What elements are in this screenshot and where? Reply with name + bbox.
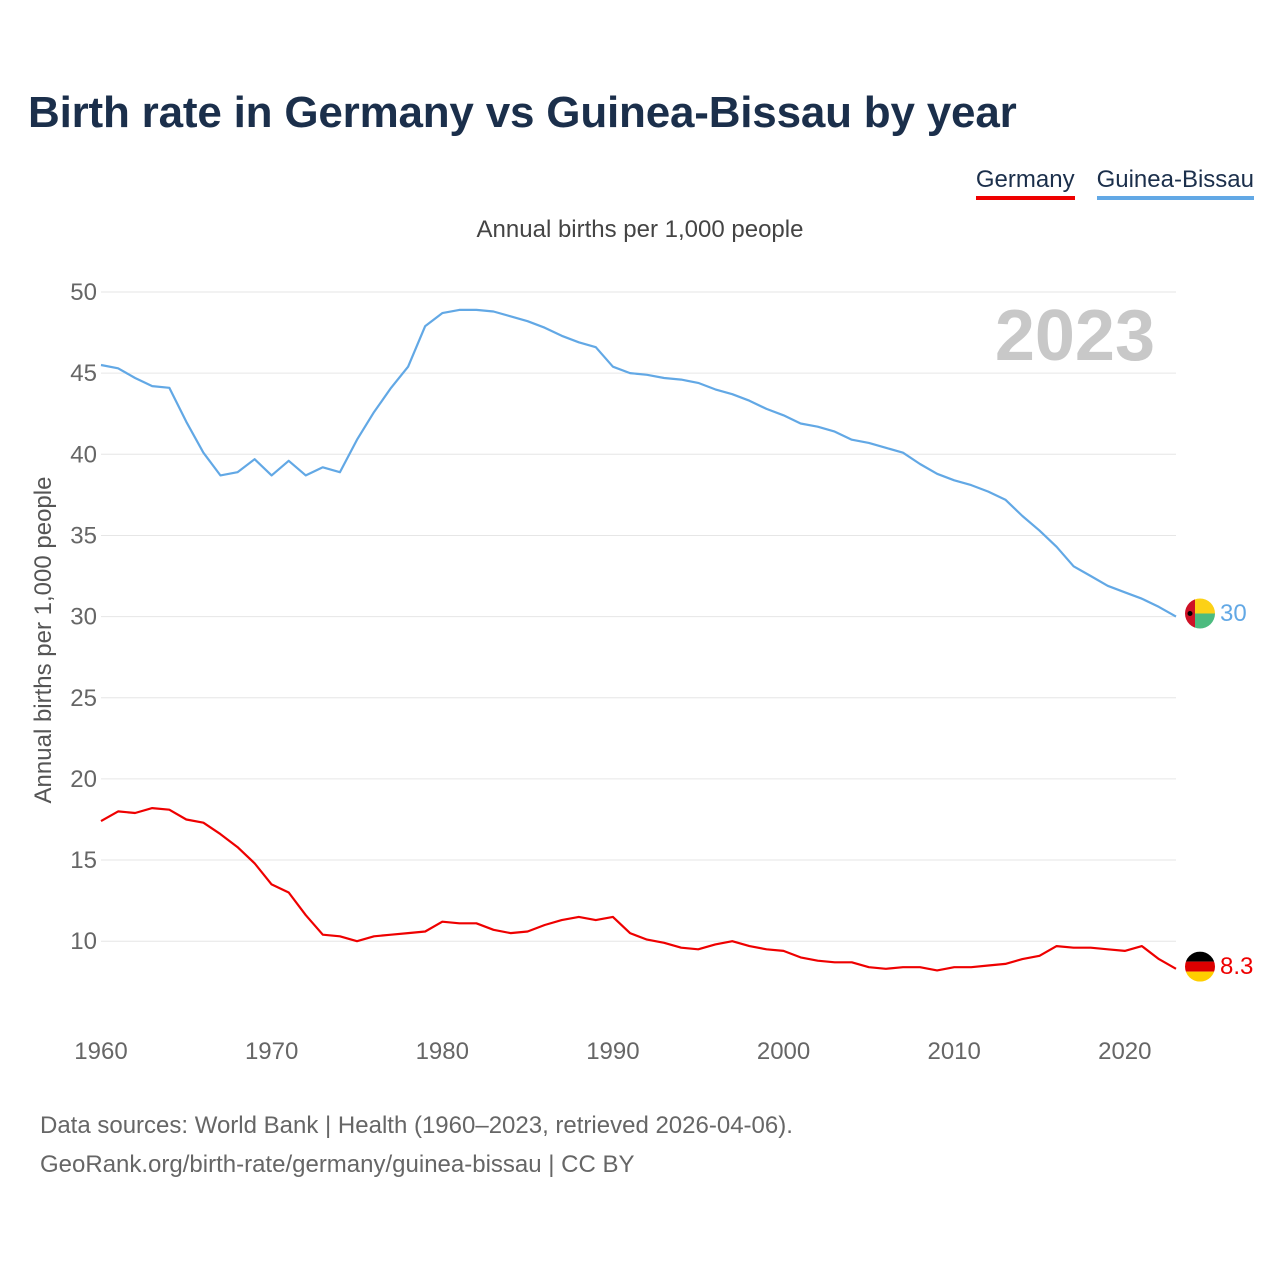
y-tick-label: 15: [70, 847, 97, 874]
series-lines: [100, 308, 1177, 972]
y-tick-label: 20: [70, 766, 97, 793]
y-tick-label: 45: [70, 360, 97, 387]
x-tick-label: 1960: [74, 1038, 127, 1065]
y-tick-label: 30: [70, 604, 97, 631]
x-tick-label: 2010: [927, 1038, 980, 1065]
y-tick-label: 40: [70, 441, 97, 468]
series-line-germany: [100, 806, 1177, 972]
x-axis-ticks: 1960 1970 1980 1990 2000 2010 2020: [74, 1038, 1151, 1065]
y-axis-label: Annual births per 1,000 people: [30, 477, 57, 804]
guinea-bissau-flag-icon: [1185, 598, 1215, 629]
x-tick-label: 1970: [245, 1038, 298, 1065]
y-tick-label: 50: [70, 279, 97, 306]
source-line-2: GeoRank.org/birth-rate/germany/guinea-bi…: [40, 1151, 635, 1178]
x-tick-label: 1980: [416, 1038, 469, 1065]
source-line-1: Data sources: World Bank | Health (1960–…: [40, 1112, 793, 1139]
y-tick-label: 35: [70, 522, 97, 549]
year-label: 2023: [995, 296, 1155, 376]
end-label-guinea-bissau: 30: [1220, 600, 1247, 627]
chart-subtitle: Annual births per 1,000 people: [476, 216, 804, 243]
source-note: Data sources: World Bank | Health (1960–…: [40, 1106, 793, 1184]
legend-item-germany[interactable]: Germany: [975, 166, 1075, 200]
y-tick-label: 10: [70, 928, 97, 955]
chart-title: Birth rate in Germany vs Guinea-Bissau b…: [28, 88, 1017, 137]
grid-lines: [101, 291, 1176, 942]
germany-flag-icon: [1185, 951, 1215, 982]
x-tick-label: 2020: [1098, 1038, 1151, 1065]
y-axis-ticks: 10 15 20 25 30 35 40 45 50: [70, 279, 97, 955]
legend-item-guinea-bissau[interactable]: Guinea-Bissau: [1096, 166, 1254, 200]
series-line-guinea-bissau: [100, 308, 1177, 618]
y-tick-label: 25: [70, 685, 97, 712]
end-label-germany: 8.3: [1220, 953, 1253, 980]
legend: Germany Guinea-Bissau: [975, 166, 1254, 200]
x-tick-label: 1990: [586, 1038, 639, 1065]
x-tick-label: 2000: [757, 1038, 810, 1065]
